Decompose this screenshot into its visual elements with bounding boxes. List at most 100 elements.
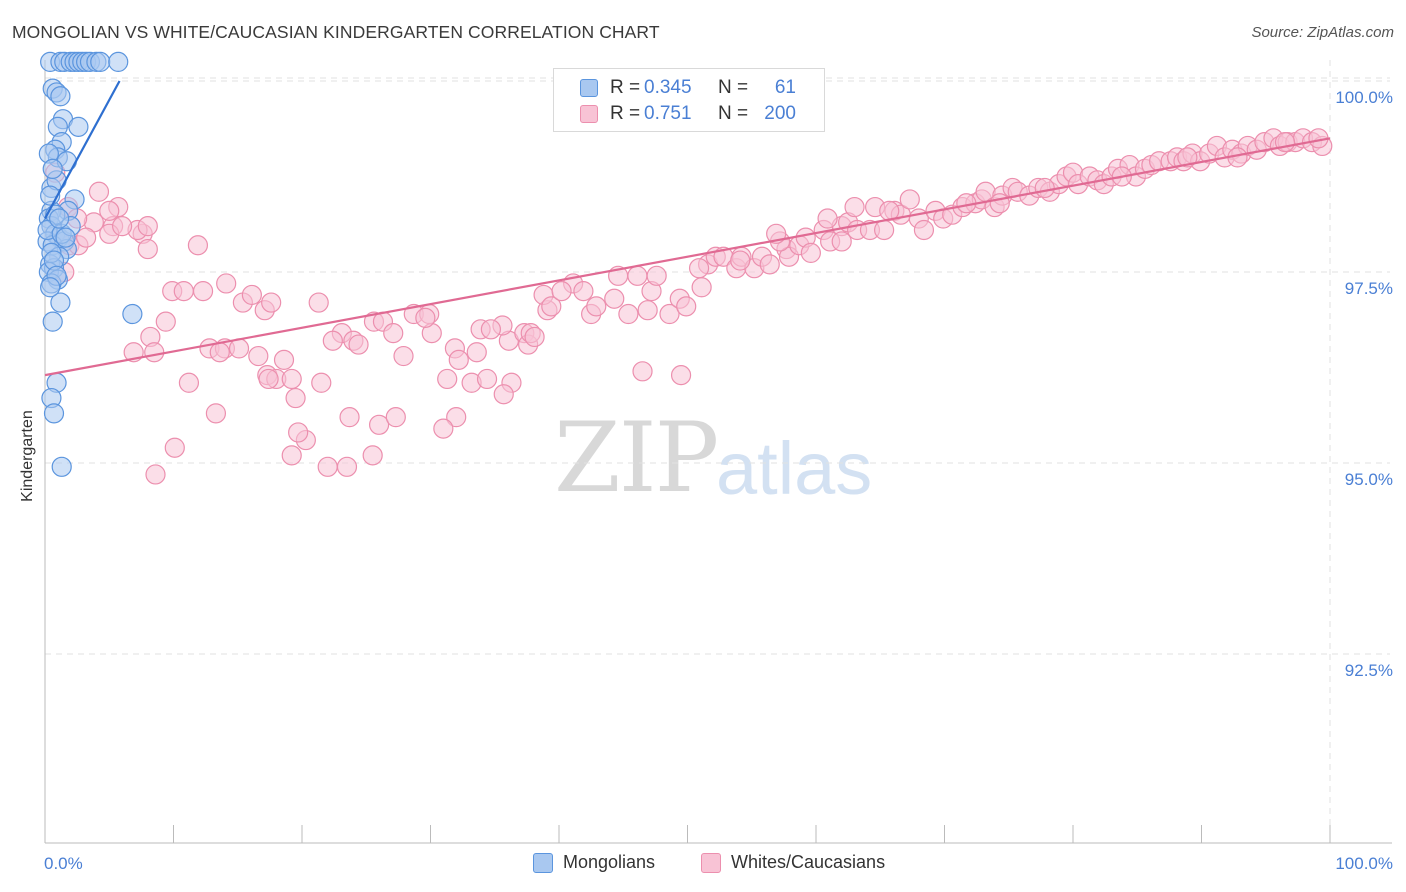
white-point [248,345,269,367]
white-point [730,250,751,271]
white-point [448,349,469,370]
axis-layer [44,60,1392,844]
white-point [173,281,194,302]
white-point [241,284,262,306]
white-point [111,216,133,237]
white-point [524,326,545,348]
white-point [99,200,120,221]
mongolian-point [40,277,61,298]
mongolian-point [42,311,63,332]
legend-item-whites[interactable]: Whites/Caucasians [701,852,885,873]
white-point [216,273,237,294]
watermark-atlas: atlas [716,427,873,510]
white-point [670,365,692,386]
white-point [362,445,383,466]
white-point [551,281,572,302]
mongolian-point [108,51,129,73]
legend-r-value: 0.751 [644,103,692,124]
series-legend: Mongolians Whites/Caucasians [0,852,1406,878]
white-point [874,219,895,241]
white-point [155,311,176,332]
white-point [76,227,97,248]
white-point [476,368,498,390]
white-point [899,189,920,210]
white-point [831,231,852,252]
mongolian-point [49,208,70,229]
legend-r-label: R = [610,77,641,98]
legend-label-whites: Whites/Caucasians [731,852,886,872]
mongolian-point [122,303,143,325]
white-point [433,418,454,439]
white-point [437,368,458,390]
white-point [145,464,166,485]
white-point [261,292,282,313]
white-point [281,368,302,390]
swatch-whites [701,852,721,873]
y-tick-label: 97.5% [1345,279,1393,298]
white-point [209,342,230,363]
legend-r-label: R = [610,103,641,124]
legend-row-mongolians: R = 0.345 N = 61 [554,75,796,101]
whites-caucasians-points [45,128,1333,485]
white-point [322,330,343,351]
white-point [178,372,200,393]
x-tick-label-end: 100.0% [1335,854,1393,873]
white-point [1034,177,1055,199]
white-point [800,242,821,263]
white-point [317,456,338,477]
white-point [541,296,562,317]
mongolian-point [50,86,71,107]
white-point [415,307,436,328]
white-point [88,181,110,202]
white-point [913,219,935,241]
white-point [348,334,369,355]
white-point [228,338,250,359]
white-point [393,345,414,367]
white-point [1177,147,1198,168]
white-point [164,437,185,458]
white-point [311,372,332,393]
white-point [339,407,360,428]
mongolians-points [37,51,143,477]
white-point [383,323,404,344]
legend-r-value: 0.345 [644,77,692,98]
white-point [187,235,209,256]
white-point [480,319,501,340]
white-point [446,407,467,428]
white-point [691,277,712,298]
swatch-mongolians [533,852,553,873]
white-point [586,296,607,317]
white-point [466,342,487,363]
y-tick-label: 100.0% [1335,88,1393,107]
legend-swatch-pink [580,105,598,123]
white-point [192,281,214,302]
axis-labels: 100.0% 97.5% 95.0% 92.5% 0.0% 100.0% Kindergar… [19,88,1393,873]
white-point [646,265,667,286]
legend-label-mongolians: Mongolians [563,852,656,872]
legend-row-whites: R = 0.751 N = 200 [554,101,796,127]
mongolian-point [50,292,71,313]
white-point [688,258,710,279]
legend-n-value: 200 [764,103,796,124]
white-point [989,193,1010,214]
y-axis-title: Kindergarten [19,410,36,502]
mongolian-point [51,456,72,477]
white-point [817,208,838,229]
white-point [285,387,306,409]
y-tick-label: 92.5% [1345,661,1393,680]
white-point [627,265,648,286]
legend-item-mongolians[interactable]: Mongolians [533,852,655,873]
white-point [844,196,865,218]
legend-n-label: N = [718,103,749,124]
mongolian-point [68,116,89,137]
legend-n-value: 61 [774,77,796,98]
trend-lines [44,80,1331,377]
white-point [137,238,158,260]
mongolian-point [43,403,65,424]
trend-line-whites [44,137,1331,377]
white-point [632,361,653,382]
white-point [258,368,279,390]
x-tick-label-start: 0.0% [44,854,83,873]
chart-title: MONGOLIAN VS WHITE/CAUCASIAN KINDERGARTE… [12,22,660,42]
